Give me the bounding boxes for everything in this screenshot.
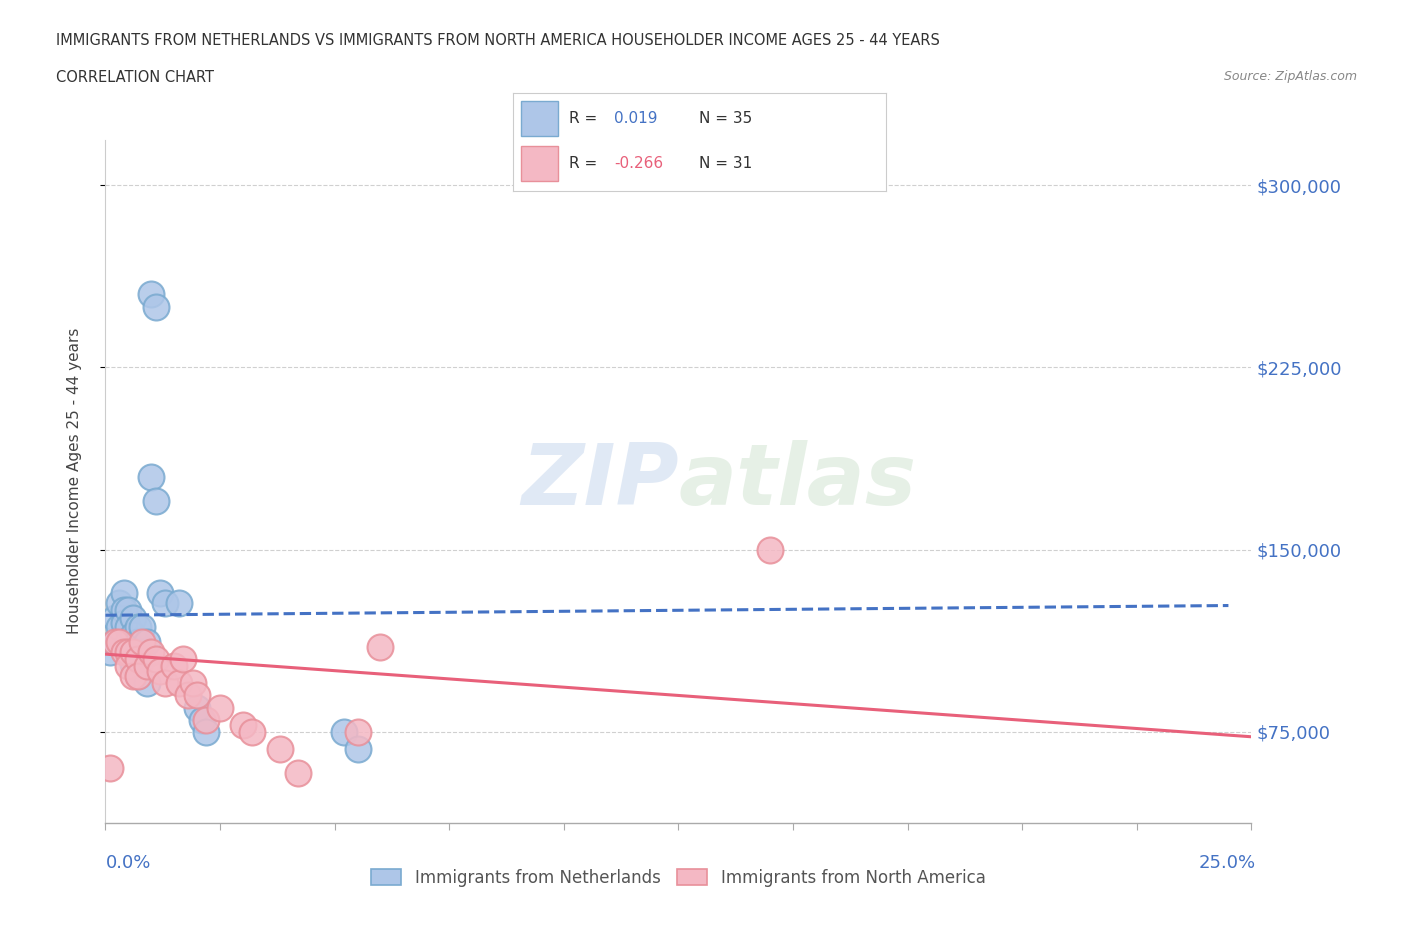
Point (145, 299, 167, 314)
Point (117, 603, 139, 618)
Point (127, 669, 149, 684)
Text: 25.0%: 25.0% (1198, 854, 1256, 872)
Point (195, 724, 218, 739)
Point (112, 615, 135, 630)
Point (172, 652, 194, 667)
Point (112, 644, 135, 659)
Text: -0.266: -0.266 (614, 156, 662, 171)
Point (346, 741, 368, 756)
Point (122, 644, 145, 659)
Point (209, 700, 232, 715)
Text: N = 35: N = 35 (699, 111, 752, 126)
Point (104, 634, 127, 649)
Point (117, 658, 139, 673)
Point (127, 669, 149, 684)
Point (135, 634, 157, 649)
Point (122, 627, 145, 642)
Point (127, 652, 149, 667)
Point (163, 658, 186, 673)
Point (195, 712, 218, 727)
Point (127, 652, 149, 667)
Point (131, 634, 153, 649)
Point (153, 595, 176, 610)
Point (190, 712, 212, 727)
Point (240, 724, 263, 739)
Point (122, 669, 145, 684)
Point (141, 470, 163, 485)
Point (177, 688, 200, 703)
Point (122, 657, 145, 671)
Point (149, 586, 172, 601)
Text: 0.019: 0.019 (614, 111, 657, 126)
Point (104, 610, 127, 625)
Point (108, 634, 131, 649)
Point (135, 676, 157, 691)
Point (145, 494, 167, 509)
Bar (520, 100, 558, 136)
Text: atlas: atlas (678, 440, 917, 523)
Point (127, 620, 149, 635)
Point (104, 634, 127, 649)
Legend: Immigrants from Netherlands, Immigrants from North America: Immigrants from Netherlands, Immigrants … (364, 862, 993, 894)
Point (117, 620, 139, 635)
Point (117, 644, 139, 659)
Point (131, 620, 153, 635)
Point (98, 644, 121, 659)
Point (167, 595, 190, 610)
Text: 0.0%: 0.0% (105, 854, 150, 872)
Point (370, 640, 392, 655)
Point (112, 586, 135, 601)
Point (149, 664, 172, 679)
Point (112, 603, 135, 618)
Text: IMMIGRANTS FROM NETHERLANDS VS IMMIGRANTS FROM NORTH AMERICA HOUSEHOLDER INCOME : IMMIGRANTS FROM NETHERLANDS VS IMMIGRANT… (56, 33, 941, 47)
Text: Source: ZipAtlas.com: Source: ZipAtlas.com (1223, 70, 1357, 83)
Text: R =: R = (569, 111, 598, 126)
Point (117, 634, 139, 649)
Point (135, 658, 157, 673)
Text: N = 31: N = 31 (699, 156, 752, 171)
Text: CORRELATION CHART: CORRELATION CHART (56, 70, 214, 85)
Point (131, 652, 153, 667)
Point (333, 724, 356, 739)
Point (181, 676, 204, 691)
Point (145, 652, 167, 667)
Point (346, 724, 368, 739)
Point (122, 644, 145, 659)
Point (108, 620, 131, 635)
Point (122, 610, 145, 625)
Y-axis label: Householder Income Ages 25 - 44 years: Householder Income Ages 25 - 44 years (67, 328, 82, 634)
Point (141, 287, 163, 302)
Point (98, 761, 121, 776)
Point (287, 765, 309, 780)
Text: R =: R = (569, 156, 598, 171)
Point (186, 688, 208, 703)
Point (108, 595, 131, 610)
Point (153, 676, 176, 691)
Bar (520, 146, 558, 180)
Point (269, 741, 291, 756)
Text: ZIP: ZIP (520, 440, 678, 523)
Point (232, 717, 254, 732)
Point (167, 676, 190, 691)
Point (127, 634, 149, 649)
Point (759, 542, 782, 557)
Point (141, 644, 163, 659)
Point (186, 700, 208, 715)
